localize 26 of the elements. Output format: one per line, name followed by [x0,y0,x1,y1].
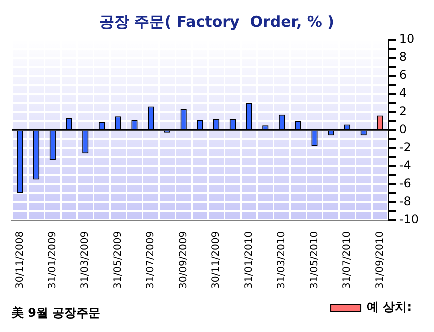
y-tick-label: -2 [399,140,412,154]
y-tick-label: 0 [399,122,408,136]
x-tick-label: 30/11/2008 [14,231,26,290]
x-tick-label: 30/11/2009 [211,231,222,290]
x-tick-label: 31/03/2009 [80,231,92,290]
x-tick-label: 31/07/2009 [146,231,157,290]
x-tick-label: 31/01/2009 [48,231,59,290]
legend-label: 예 상치: [367,300,412,314]
y-tick-label: 2 [399,104,408,118]
x-tick-label: 31/01/2010 [244,231,255,290]
x-tick-label: 31/09/2010 [374,231,386,290]
y-tick-label: -6 [399,176,412,190]
y-tick-label: 8 [399,50,408,64]
chart-title: 공장 주문( Factory Order, % ) [99,12,335,31]
x-tick-label: 31/03/2010 [276,231,288,290]
x-tick-label: 31/07/2010 [342,231,354,290]
x-tick-label: 31/05/2009 [112,231,124,290]
y-tick-label: 4 [399,86,408,100]
text: 美 9월 공장주문 [11,306,101,320]
y-tick-label: -8 [399,194,412,208]
y-tick-label: 6 [399,68,408,82]
y-tick-label: 10 [399,32,415,46]
y-tick-label: -4 [399,158,412,172]
y-tick-label: -10 [399,212,420,226]
x-tick-label: 30/09/2009 [178,231,190,290]
x-tick-label: 31/05/2010 [309,231,320,290]
